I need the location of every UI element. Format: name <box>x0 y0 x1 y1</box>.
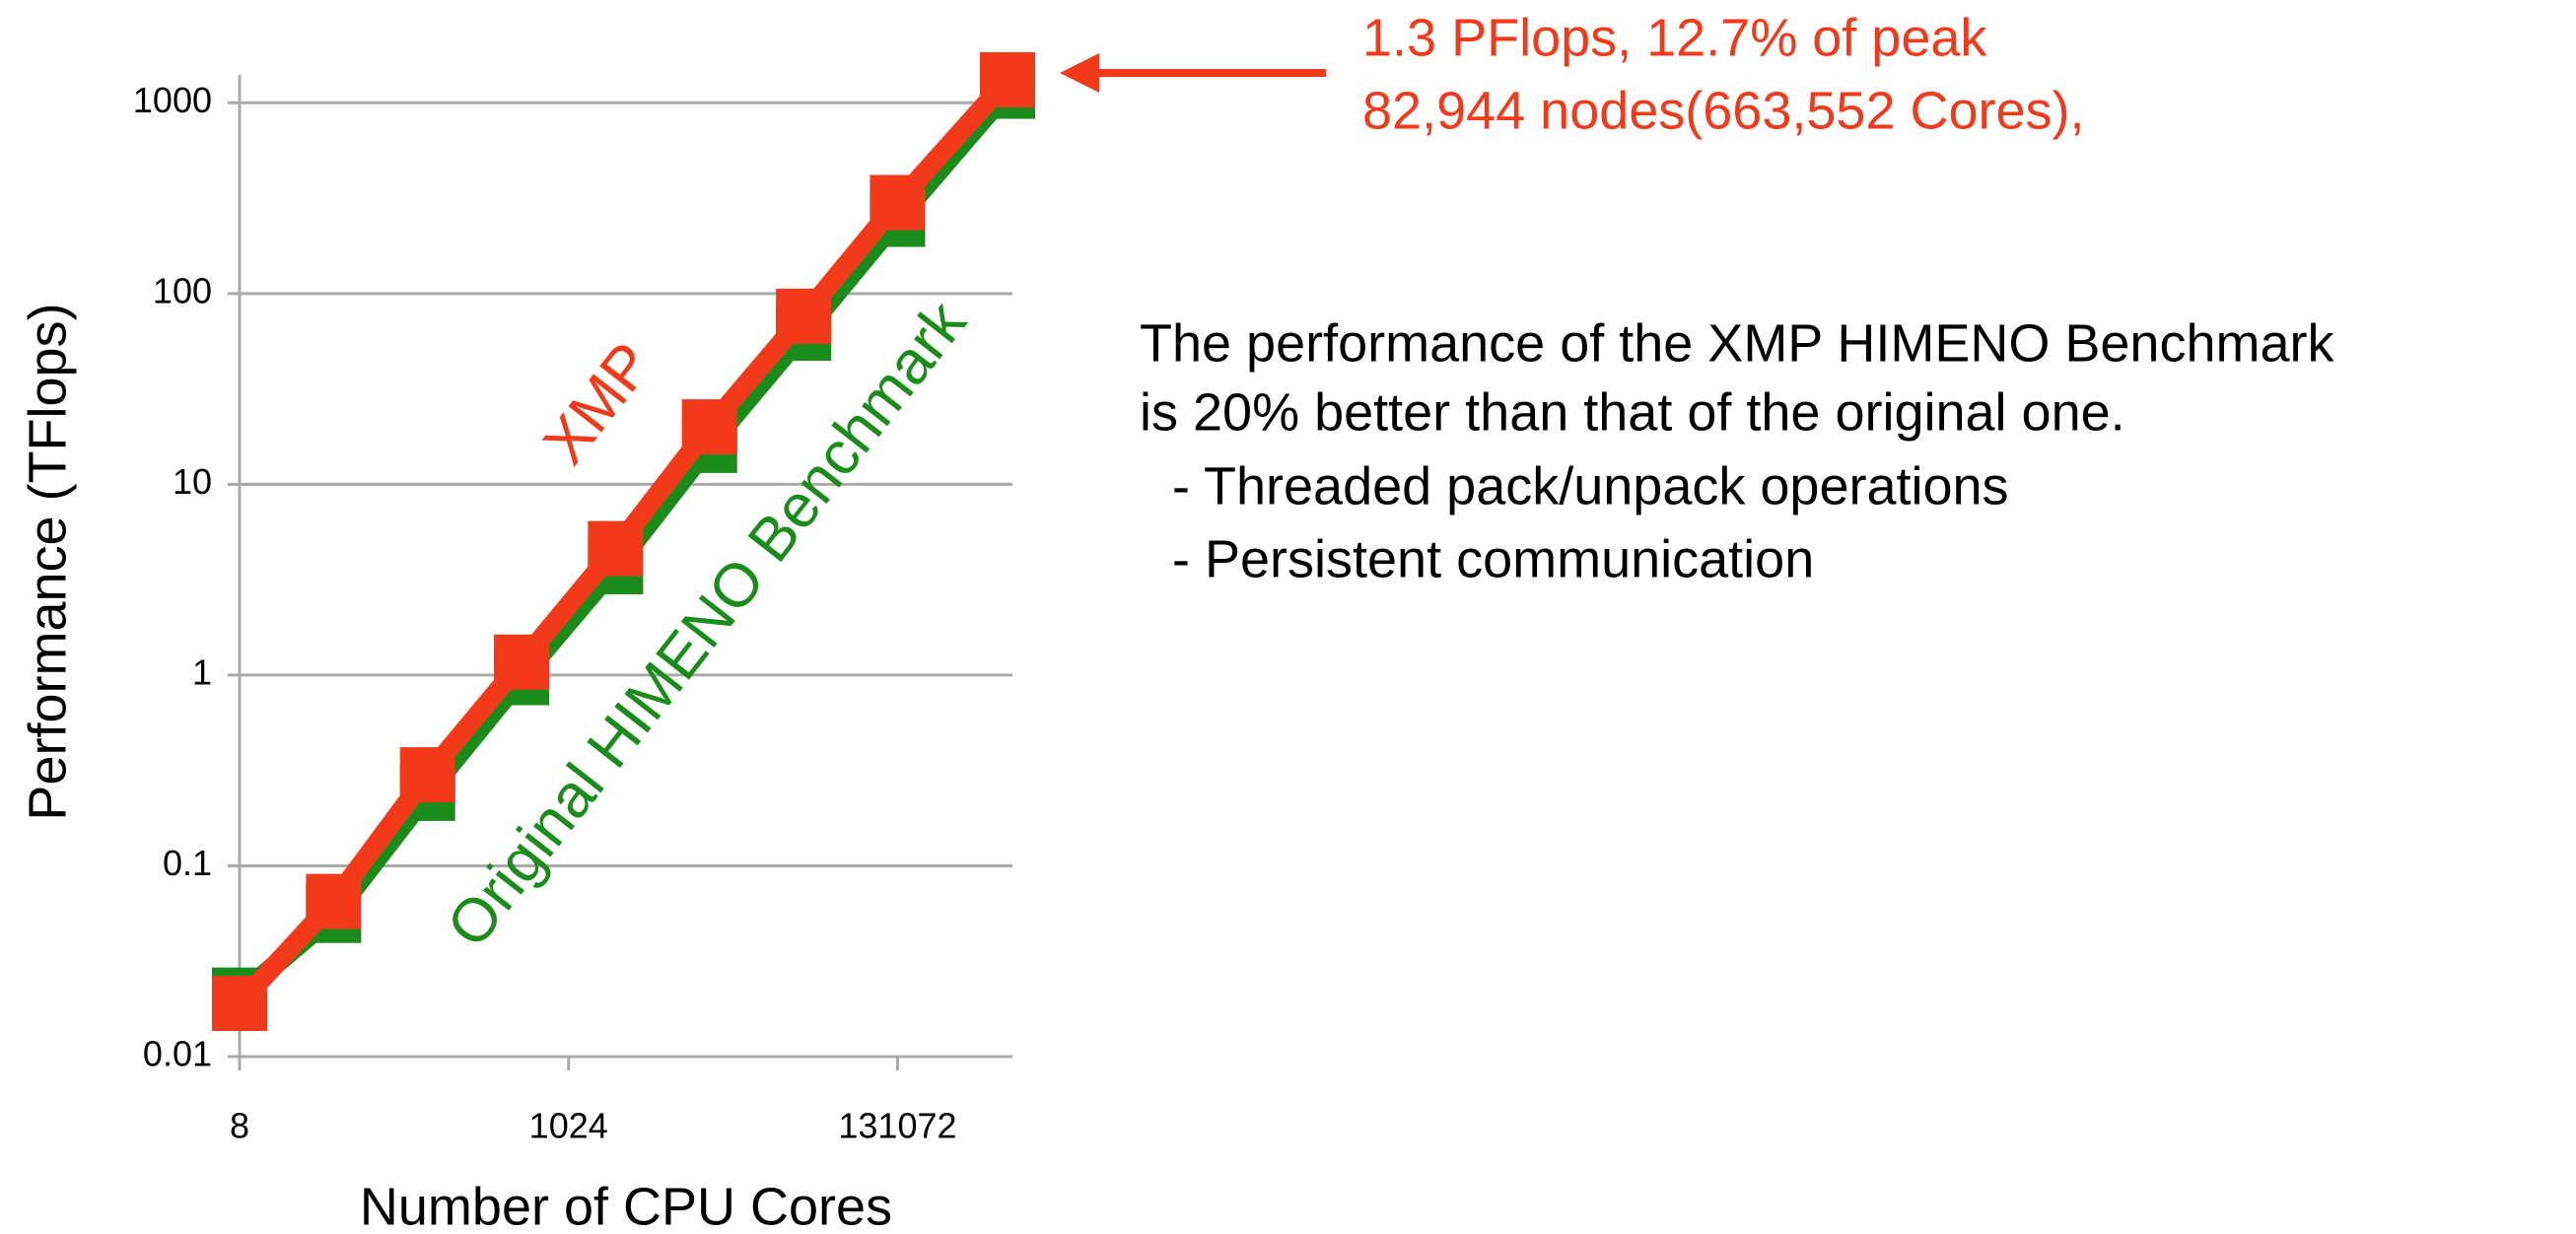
marker <box>399 747 455 803</box>
y-tick-label: 0.01 <box>143 1034 212 1074</box>
marker <box>588 520 644 577</box>
marker <box>681 399 737 455</box>
marker <box>494 634 550 690</box>
x-axis-title: Number of CPU Cores <box>360 1177 892 1234</box>
note-text: is 20% better than that of the original … <box>1140 382 2125 442</box>
arrow-head <box>1060 53 1099 93</box>
note-text: - Threaded pack/unpack operations <box>1172 456 2009 515</box>
y-tick-label: 1 <box>192 651 212 692</box>
y-tick-label: 1000 <box>133 80 212 120</box>
marker <box>980 51 1035 107</box>
x-tick-label: 131072 <box>838 1106 956 1146</box>
series-label: Original HIMENO Benchmark <box>434 288 979 959</box>
marker <box>306 873 362 929</box>
y-tick-label: 100 <box>153 270 212 310</box>
y-tick-label: 0.1 <box>163 843 212 883</box>
y-tick-label: 10 <box>173 461 212 502</box>
series-label: XMP <box>530 330 665 476</box>
y-axis-title: Performance (TFlops) <box>18 303 77 820</box>
note-text: The performance of the XMP HIMENO Benchm… <box>1140 313 2334 373</box>
marker <box>212 976 267 1032</box>
peak-annotation: 1.3 PFlops, 12.7% of peak <box>1362 8 1987 67</box>
marker <box>776 288 832 344</box>
x-tick-label: 1024 <box>529 1106 608 1146</box>
x-tick-label: 8 <box>230 1106 249 1146</box>
peak-annotation: 82,944 nodes(663,552 Cores), <box>1362 81 2085 140</box>
marker <box>870 174 926 231</box>
note-text: - Persistent communication <box>1172 529 1814 588</box>
